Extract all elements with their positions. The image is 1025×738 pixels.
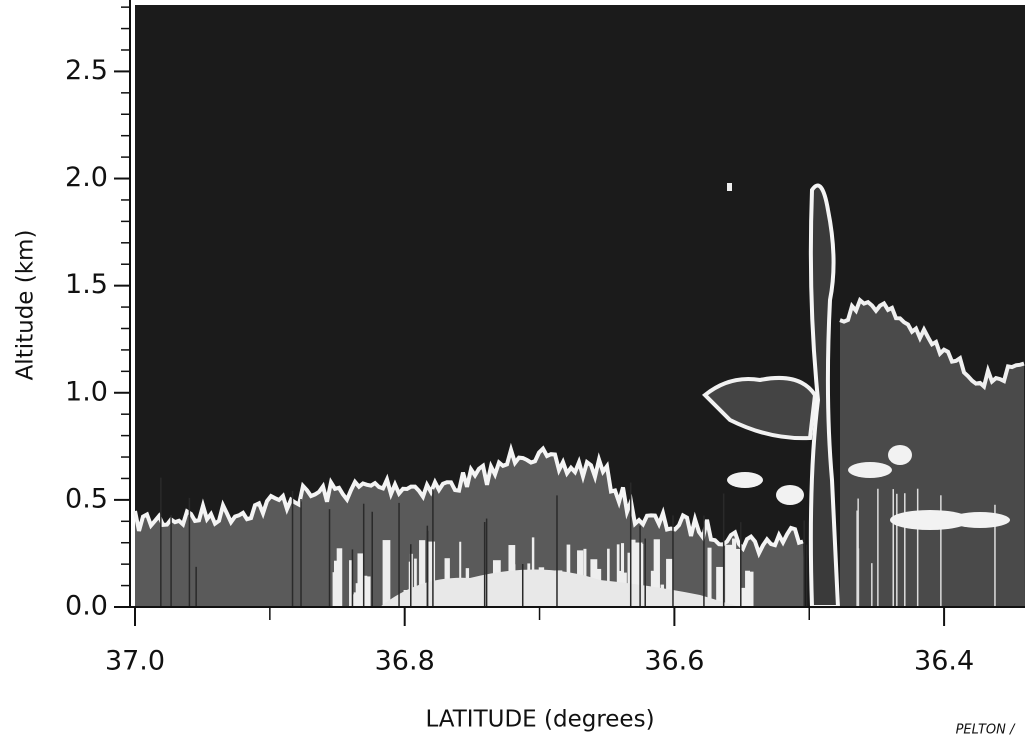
surface-return <box>459 541 462 607</box>
surface-return <box>353 594 356 607</box>
surface-return <box>734 548 741 607</box>
streak <box>703 515 705 607</box>
surface-return <box>414 558 417 607</box>
y-tick-label: 0.5 <box>65 483 108 514</box>
streak <box>904 493 906 607</box>
streak <box>426 525 429 607</box>
annotation: PELTON / <box>956 723 1016 738</box>
surface-return <box>739 587 747 607</box>
streak <box>398 502 400 607</box>
surface-return <box>336 548 343 607</box>
streak <box>410 544 412 607</box>
layer-edge <box>839 296 1025 391</box>
surface-return <box>745 570 750 607</box>
plume <box>808 183 841 609</box>
streak <box>629 482 632 607</box>
streak <box>371 511 373 607</box>
surface-return <box>349 560 353 607</box>
surface-return <box>666 558 673 607</box>
streak <box>994 504 996 607</box>
streak <box>896 493 898 607</box>
surface-return <box>630 539 636 607</box>
streak <box>328 509 331 607</box>
streak <box>857 548 860 607</box>
streak <box>483 522 486 607</box>
backscatter-image <box>133 183 1025 609</box>
y-tick-label: 1.5 <box>65 269 108 300</box>
cloud-patch <box>950 512 1010 528</box>
cloud-patch <box>848 462 892 478</box>
surface-return <box>332 572 336 607</box>
streak <box>892 489 894 607</box>
streak <box>291 490 294 607</box>
elevated-layer <box>702 375 818 441</box>
surface-return <box>607 548 610 607</box>
streak <box>362 503 365 607</box>
aerosol-layer <box>840 300 1025 607</box>
cloud-patch <box>727 183 732 191</box>
cloud-patch <box>888 445 912 465</box>
streak <box>521 564 524 607</box>
x-tick-label: 36.8 <box>375 646 435 677</box>
streak <box>300 499 302 607</box>
streak <box>195 566 197 607</box>
surface-return <box>380 569 740 607</box>
surface-return <box>616 544 620 607</box>
surface-return <box>725 544 733 607</box>
surface-return <box>363 575 368 607</box>
layer-edge <box>133 442 804 559</box>
x-tick-label: 37.0 <box>105 646 165 677</box>
surface-return <box>419 540 426 607</box>
streak <box>877 488 879 607</box>
streak <box>556 495 558 607</box>
streak <box>160 477 162 607</box>
cloud-patch <box>727 472 763 488</box>
streak <box>188 497 191 607</box>
streak <box>485 518 488 607</box>
y-tick-label: 2.5 <box>65 55 108 86</box>
streak <box>856 510 858 607</box>
cloud-patch <box>776 485 804 505</box>
streak <box>940 495 942 607</box>
surface-return <box>357 553 364 607</box>
surface-return <box>707 547 712 607</box>
streak <box>644 538 646 607</box>
surface-return <box>732 538 737 607</box>
surface-return <box>716 566 724 607</box>
surface-return <box>430 542 433 607</box>
streak <box>803 520 805 607</box>
streak <box>639 525 641 607</box>
surface-return <box>653 539 660 607</box>
streak <box>805 544 808 607</box>
y-tick-label: 0.0 <box>65 591 108 622</box>
x-axis-label: LATITUDE (degrees) <box>425 707 654 733</box>
surface-return <box>747 571 754 607</box>
y-tick-label: 1.0 <box>65 376 108 407</box>
streak <box>740 522 742 607</box>
streak <box>722 493 725 607</box>
streak <box>170 515 172 607</box>
x-tick-label: 36.4 <box>914 646 974 677</box>
x-tick-label: 36.6 <box>644 646 704 677</box>
surface-return <box>382 540 391 607</box>
cloud-patch <box>890 510 970 530</box>
y-tick-label: 2.0 <box>65 162 108 193</box>
streak <box>432 489 434 607</box>
streak <box>672 515 674 607</box>
streak <box>916 488 919 607</box>
streak <box>871 563 873 607</box>
y-axis-label: Altitude (km) <box>13 230 39 381</box>
streak <box>351 549 354 607</box>
